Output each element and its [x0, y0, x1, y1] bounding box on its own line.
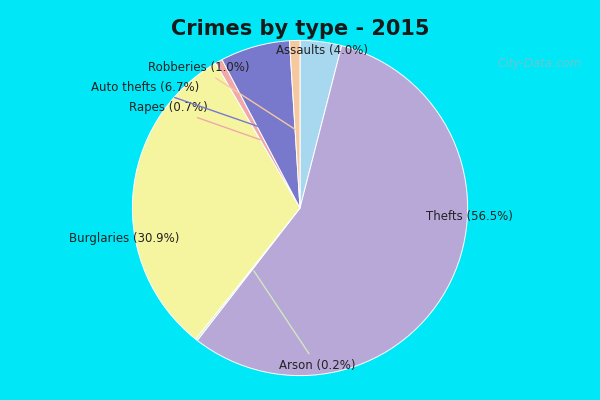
Wedge shape: [133, 63, 300, 339]
Text: Auto thefts (6.7%): Auto thefts (6.7%): [91, 81, 277, 133]
Text: Burglaries (30.9%): Burglaries (30.9%): [69, 203, 220, 245]
Text: Rapes (0.7%): Rapes (0.7%): [129, 101, 260, 140]
Text: Crimes by type - 2015: Crimes by type - 2015: [171, 19, 429, 39]
Wedge shape: [300, 40, 341, 208]
Wedge shape: [289, 40, 300, 208]
Text: Assaults (4.0%): Assaults (4.0%): [276, 44, 368, 129]
Wedge shape: [215, 60, 300, 208]
Text: City-Data.com: City-Data.com: [498, 57, 582, 70]
Wedge shape: [222, 41, 300, 208]
Wedge shape: [196, 208, 300, 340]
Text: Arson (0.2%): Arson (0.2%): [254, 271, 355, 372]
Text: Thefts (56.5%): Thefts (56.5%): [372, 210, 512, 241]
Text: Robberies (1.0%): Robberies (1.0%): [148, 61, 295, 130]
Wedge shape: [197, 46, 467, 376]
